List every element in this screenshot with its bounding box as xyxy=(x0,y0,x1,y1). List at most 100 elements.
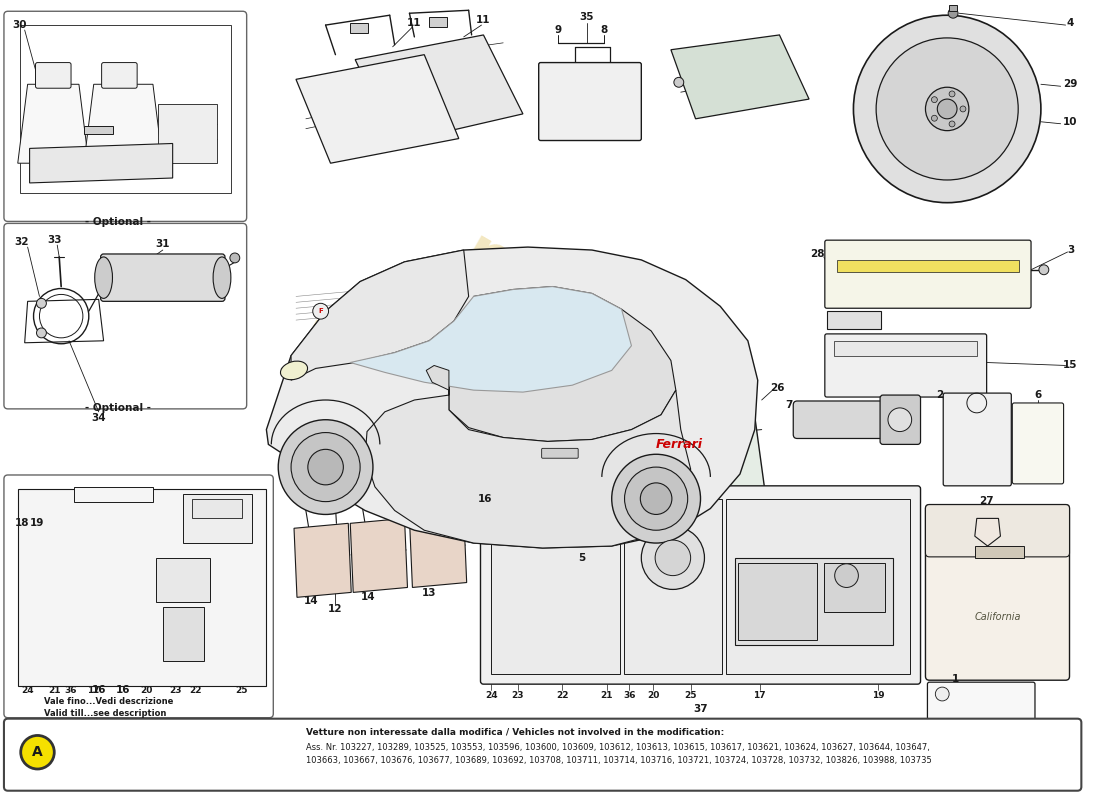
Polygon shape xyxy=(294,523,351,598)
Text: 20: 20 xyxy=(647,691,659,701)
Text: 23: 23 xyxy=(512,691,525,701)
Circle shape xyxy=(612,454,701,543)
FancyBboxPatch shape xyxy=(4,11,246,222)
Circle shape xyxy=(835,564,858,587)
Text: 14: 14 xyxy=(361,592,375,602)
Text: 28: 28 xyxy=(810,249,824,259)
Circle shape xyxy=(278,420,373,514)
FancyBboxPatch shape xyxy=(4,223,246,409)
Text: 7: 7 xyxy=(785,400,793,410)
Text: 19: 19 xyxy=(31,518,45,528)
Text: 29: 29 xyxy=(1064,79,1078,90)
Text: 22: 22 xyxy=(557,691,569,701)
Circle shape xyxy=(36,298,46,308)
Text: 22: 22 xyxy=(189,686,201,694)
Text: 25: 25 xyxy=(684,691,697,701)
Text: passione for parts: passione for parts xyxy=(295,307,771,591)
FancyBboxPatch shape xyxy=(925,505,1069,557)
Polygon shape xyxy=(350,518,407,592)
Bar xyxy=(492,498,619,674)
Text: Ass. Nr. 103227, 103289, 103525, 103553, 103596, 103600, 103609, 103612, 103613,: Ass. Nr. 103227, 103289, 103525, 103553,… xyxy=(306,742,930,752)
Bar xyxy=(837,260,1020,272)
FancyBboxPatch shape xyxy=(825,240,1031,308)
Bar xyxy=(183,494,252,543)
Circle shape xyxy=(854,15,1041,202)
Text: 27: 27 xyxy=(979,496,994,506)
Text: 26: 26 xyxy=(770,383,784,393)
Text: 12: 12 xyxy=(328,604,343,614)
Text: California: California xyxy=(975,612,1021,622)
Circle shape xyxy=(640,483,672,514)
Text: 16: 16 xyxy=(478,494,493,504)
Text: 24: 24 xyxy=(21,686,34,694)
Text: 8: 8 xyxy=(601,25,607,35)
Bar xyxy=(74,487,153,502)
Text: 103663, 103667, 103676, 103677, 103689, 103692, 103708, 103711, 103714, 103716, : 103663, 103667, 103676, 103677, 103689, … xyxy=(306,756,932,765)
FancyBboxPatch shape xyxy=(793,401,892,438)
Ellipse shape xyxy=(95,257,112,298)
Text: Vale fino...Vedi descrizione: Vale fino...Vedi descrizione xyxy=(44,698,174,706)
Text: 33: 33 xyxy=(47,235,62,245)
Text: 23: 23 xyxy=(169,686,182,694)
Circle shape xyxy=(21,735,54,769)
Text: 32: 32 xyxy=(14,237,29,247)
Text: 16: 16 xyxy=(117,685,131,695)
Text: 36: 36 xyxy=(65,686,77,694)
Text: 37: 37 xyxy=(693,704,707,714)
Circle shape xyxy=(935,687,949,701)
FancyBboxPatch shape xyxy=(541,448,579,458)
Text: 36: 36 xyxy=(624,691,636,701)
Polygon shape xyxy=(538,528,592,566)
Text: 2: 2 xyxy=(936,390,943,400)
Polygon shape xyxy=(84,84,163,163)
FancyBboxPatch shape xyxy=(481,486,921,684)
Bar xyxy=(949,6,957,11)
Text: 19: 19 xyxy=(872,691,884,701)
Circle shape xyxy=(948,8,958,18)
Bar xyxy=(824,562,886,612)
Polygon shape xyxy=(18,84,89,163)
Circle shape xyxy=(1038,265,1048,274)
FancyBboxPatch shape xyxy=(101,62,138,88)
Text: 5: 5 xyxy=(579,553,585,563)
Text: 18: 18 xyxy=(14,518,29,528)
Bar xyxy=(429,17,447,27)
Polygon shape xyxy=(292,250,469,380)
Bar xyxy=(975,546,1024,558)
Circle shape xyxy=(36,328,46,338)
Circle shape xyxy=(312,303,329,319)
Text: 9: 9 xyxy=(554,25,562,35)
Text: 34: 34 xyxy=(91,413,106,422)
Circle shape xyxy=(932,97,937,102)
FancyBboxPatch shape xyxy=(4,718,1081,790)
Circle shape xyxy=(949,121,955,127)
Polygon shape xyxy=(266,247,758,548)
Circle shape xyxy=(230,253,240,263)
Polygon shape xyxy=(449,286,675,442)
Text: Valid till...see description: Valid till...see description xyxy=(44,710,167,718)
Text: 4: 4 xyxy=(1067,18,1075,28)
Text: 3: 3 xyxy=(1067,245,1074,255)
FancyBboxPatch shape xyxy=(100,254,226,302)
Bar xyxy=(158,104,217,163)
Text: 21: 21 xyxy=(48,686,60,694)
Text: 17: 17 xyxy=(87,686,100,694)
Circle shape xyxy=(876,38,1019,180)
Text: Vetture non interessate dalla modifica / Vehicles not involved in the modificati: Vetture non interessate dalla modifica /… xyxy=(306,728,724,737)
FancyBboxPatch shape xyxy=(35,62,72,88)
Text: 10: 10 xyxy=(1064,117,1078,126)
Text: 35: 35 xyxy=(580,12,594,22)
Bar xyxy=(542,487,597,497)
Ellipse shape xyxy=(213,257,231,298)
Polygon shape xyxy=(355,35,522,143)
Text: Ferrari: Ferrari xyxy=(656,438,702,451)
Circle shape xyxy=(641,526,704,590)
FancyBboxPatch shape xyxy=(943,393,1011,486)
Text: 11: 11 xyxy=(407,18,421,28)
Circle shape xyxy=(949,91,955,97)
FancyBboxPatch shape xyxy=(539,62,641,141)
Bar xyxy=(735,558,893,645)
FancyBboxPatch shape xyxy=(4,475,273,718)
Text: passione
for
parts: passione for parts xyxy=(373,222,771,578)
Text: 20: 20 xyxy=(140,686,152,694)
